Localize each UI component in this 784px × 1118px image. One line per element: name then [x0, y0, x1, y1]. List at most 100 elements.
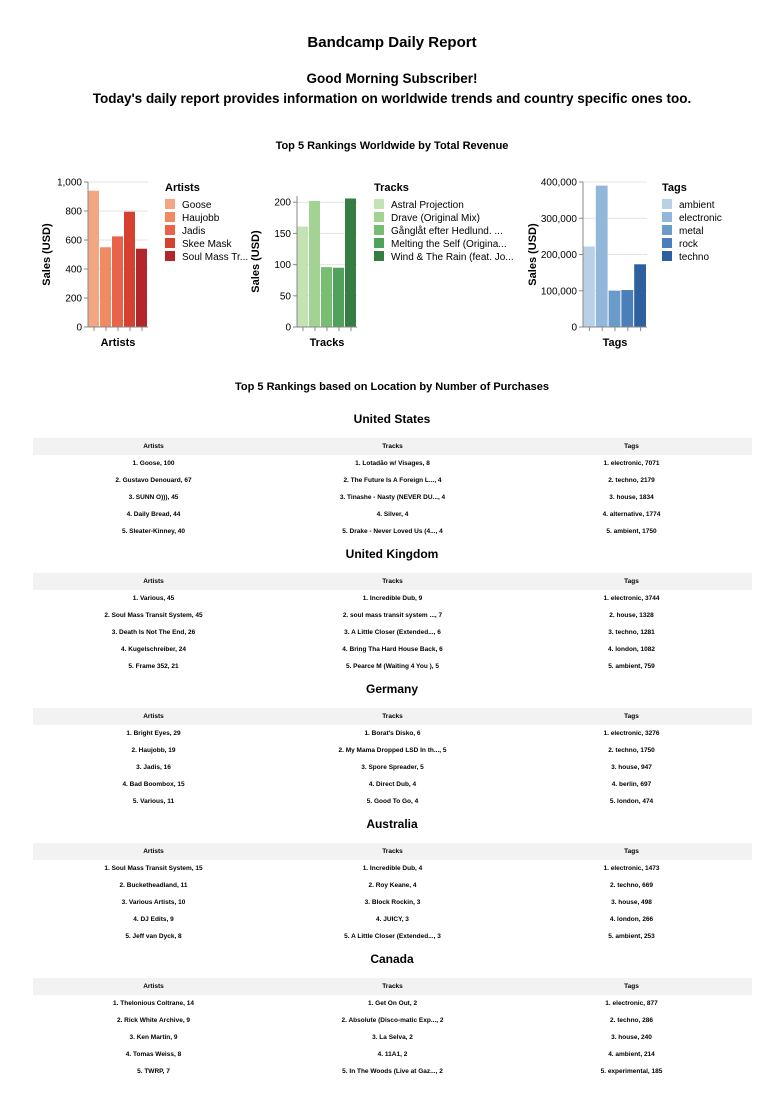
cell-tag: 5. ambient, 253 [608, 933, 655, 940]
country-title: Canada [370, 952, 414, 966]
cell-track: 2. Absolute (Disco-matic Exp..., 2 [341, 1017, 444, 1024]
cell-track: 5. Pearce M (Waiting 4 You ), 5 [345, 663, 440, 670]
cell-track: 2. The Future Is A Foreign L..., 4 [343, 477, 442, 484]
legend-label-2: Haujobb [182, 213, 220, 224]
legend-label-1: Astral Projection [391, 200, 464, 211]
chart-3: 0 100,000 200,000 300,000 400,000 Tags Sales (… [527, 178, 722, 350]
legend-swatch-4 [662, 238, 672, 248]
y-tick-label: 100,000 [541, 286, 578, 297]
legend-label-2: electronic [679, 213, 722, 224]
cell-tag: 3. house, 1834 [609, 494, 654, 501]
bar-5 [634, 264, 646, 327]
header-artists: Artists [33, 708, 274, 725]
table-row: 1. Thelonious Coltrane, 14 1. Get On Out,… [33, 995, 752, 1012]
header-artists: Artists [33, 978, 274, 995]
legend-swatch-1 [662, 199, 672, 209]
cell-artist: 4. Kugelschreiber, 24 [120, 646, 187, 653]
legend-swatch-3 [165, 225, 175, 235]
intro-text: Today's daily report provides informatio… [92, 91, 692, 106]
country-title: Australia [366, 817, 418, 831]
cell-tag: 5. ambient, 1750 [606, 528, 657, 535]
y-axis-title: Sales (USD) [41, 223, 53, 286]
table-row: 5. TWRP, 7 5. In The Woods (Live at Gaz..… [33, 1063, 752, 1080]
cell-tag: 1. electronic, 877 [605, 1000, 658, 1007]
x-axis-title: Tags [603, 337, 628, 349]
cell-artist: 1. Various, 45 [132, 595, 175, 602]
cell-artist: 1. Soul Mass Transit System, 15 [104, 865, 203, 872]
x-axis-title: Artists [101, 337, 136, 349]
cell-track: 2. soul mass transit system ..., 7 [342, 612, 443, 619]
cell-artist: 5. Sleater-Kinney, 40 [121, 528, 186, 535]
y-tick-label: 0 [571, 323, 577, 334]
header-tracks: Tracks [274, 438, 511, 455]
cell-track: 2. Roy Keane, 4 [368, 882, 417, 889]
table-row: 4. Tomas Weiss, 8 4. 11A1, 2 4. ambient, 2… [33, 1046, 752, 1063]
cell-tag: 2. techno, 286 [610, 1017, 653, 1024]
report-title: Bandcamp Daily Report [307, 34, 477, 51]
legend-label-3: Jadis [182, 226, 205, 237]
cell-artist: 4. DJ Edits, 9 [133, 916, 174, 923]
bar-3 [608, 290, 621, 327]
bar-2 [100, 247, 111, 327]
legend-swatch-2 [374, 212, 384, 222]
cell-tag: 1. electronic, 3276 [603, 730, 660, 737]
cell-track: 5. Drake - Never Loved Us (4..., 4 [342, 528, 443, 535]
cell-track: 3. A Little Closer (Extended..., 6 [344, 629, 441, 636]
cell-artist: 3. Death Is Not The End, 26 [111, 629, 196, 636]
cell-artist: 2. Soul Mass Transit System, 45 [104, 612, 203, 619]
bar-4 [333, 267, 344, 327]
cell-tag: 2. techno, 2179 [608, 477, 655, 484]
table-row: 2. Gustavo Denouard, 67 2. The Future Is … [33, 472, 752, 489]
legend-label-2: Drave (Original Mix) [391, 213, 480, 224]
header-tracks: Tracks [274, 573, 511, 590]
cell-artist: 2. Haujobb, 19 [131, 747, 176, 754]
header-artists: Artists [33, 843, 274, 860]
table-row: 5. Sleater-Kinney, 40 5. Drake - Never Lo… [33, 523, 752, 540]
cell-artist: 2. Rick White Archive, 9 [116, 1017, 191, 1024]
cell-tag: 1. electronic, 7071 [603, 460, 660, 467]
cell-artist: 1. Bright Eyes, 29 [126, 730, 181, 737]
cell-tag: 2. house, 1328 [609, 612, 654, 619]
legend-swatch-2 [165, 212, 175, 222]
table-row: 4. Kugelschreiber, 24 4. Bring Tha Hard H… [33, 641, 752, 658]
cell-track: 3. Tinashe - Nasty (NEVER DU..., 4 [339, 494, 446, 501]
legend-label-3: Gånglåt efter Hedlund. ... [391, 225, 503, 237]
cell-artist: 3. SUNN O))), 45 [128, 494, 179, 501]
cell-track: 5. In The Woods (Live at Gaz..., 2 [342, 1068, 443, 1075]
worldwide-section-title: Top 5 Rankings Worldwide by Total Revenu… [275, 140, 509, 152]
cell-artist: 5. TWRP, 7 [137, 1068, 170, 1075]
cell-tag: 5. experimental, 185 [600, 1068, 663, 1075]
cell-track: 4. Bring Tha Hard House Back, 6 [342, 646, 443, 653]
cell-tag: 4. berlin, 697 [611, 781, 652, 788]
y-axis-title: Sales (USD) [250, 230, 262, 293]
location-section-title: Top 5 Rankings based on Location by Numb… [235, 381, 549, 393]
legend-swatch-4 [165, 238, 175, 248]
cell-tag: 2. techno, 1750 [608, 747, 655, 754]
country-table: Artists Tracks Tags 1. Various, 45 1. Incred… [33, 573, 752, 675]
worldwide-charts: 0 200 400 600 800 1,000 Artists Sales (USD) Arti… [41, 178, 722, 350]
cell-tag: 5. ambient, 759 [608, 663, 655, 670]
cell-track: 3. Block Rockin, 3 [364, 899, 421, 906]
cell-tag: 3. house, 498 [611, 899, 652, 906]
y-tick-label: 0 [285, 323, 291, 334]
header-tags: Tags [511, 573, 752, 590]
y-tick-label: 50 [280, 291, 292, 302]
x-axis-title: Tracks [310, 337, 345, 349]
legend-swatch-1 [165, 199, 175, 209]
y-tick-label: 200 [65, 294, 82, 305]
chart-2: 0 50 100 150 200 Tracks Sales (USD) Tracks Astra… [250, 182, 514, 349]
country-title: Germany [365, 682, 419, 696]
table-row: 1. Various, 45 1. Incredible Dub, 9 1. ele… [33, 590, 752, 607]
bar-1 [297, 226, 308, 327]
cell-track: 4. Silver, 4 [376, 511, 409, 518]
table-row: 3. Death Is Not The End, 26 3. A Little C… [33, 624, 752, 641]
table-header-row: Artists Tracks Tags [33, 708, 752, 725]
country-title: United Kingdom [345, 547, 439, 561]
cell-artist: 3. Jadis, 16 [136, 764, 171, 771]
chart-1: 0 200 400 600 800 1,000 Artists Sales (USD) Arti… [41, 178, 248, 350]
legend-title: Tags [662, 182, 687, 194]
cell-artist: 1. Thelonious Coltrane, 14 [113, 1000, 194, 1007]
legend-label-5: Soul Mass Tr... [182, 252, 248, 263]
bar-4 [621, 290, 634, 327]
bar-5 [136, 248, 147, 327]
